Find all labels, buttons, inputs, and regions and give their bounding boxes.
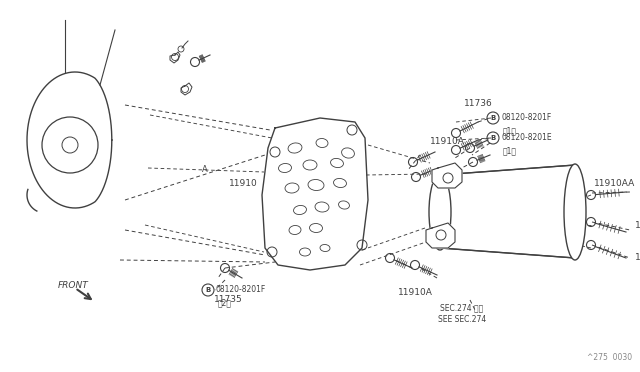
Ellipse shape [429, 174, 451, 250]
Text: （2）: （2） [218, 298, 232, 308]
Text: B: B [490, 135, 495, 141]
Text: SEE SEC.274: SEE SEC.274 [438, 315, 486, 324]
Polygon shape [262, 118, 368, 270]
Text: FRONT: FRONT [58, 280, 89, 289]
Text: 11736: 11736 [463, 99, 492, 108]
Polygon shape [426, 223, 455, 248]
Polygon shape [432, 163, 462, 188]
Text: 11910AA: 11910AA [594, 179, 636, 187]
Text: 11735: 11735 [214, 295, 243, 304]
Text: SEC.274 参照: SEC.274 参照 [440, 304, 484, 312]
Text: 11910A: 11910A [430, 138, 465, 147]
Text: A: A [202, 166, 208, 174]
Text: 11910AB: 11910AB [635, 221, 640, 230]
Text: B: B [490, 115, 495, 121]
Text: （1）: （1） [503, 126, 517, 135]
Text: 11910A: 11910A [397, 288, 433, 297]
Text: 08120-8201E: 08120-8201E [501, 134, 552, 142]
Text: 08120-8201F: 08120-8201F [216, 285, 266, 295]
Text: 08120-8201F: 08120-8201F [501, 113, 551, 122]
Ellipse shape [564, 164, 586, 260]
Text: 11910AB: 11910AB [635, 253, 640, 263]
Text: B: B [205, 287, 211, 293]
Text: ^275  0030: ^275 0030 [587, 353, 632, 362]
Text: （1）: （1） [503, 147, 517, 155]
Text: 11910: 11910 [229, 179, 258, 187]
